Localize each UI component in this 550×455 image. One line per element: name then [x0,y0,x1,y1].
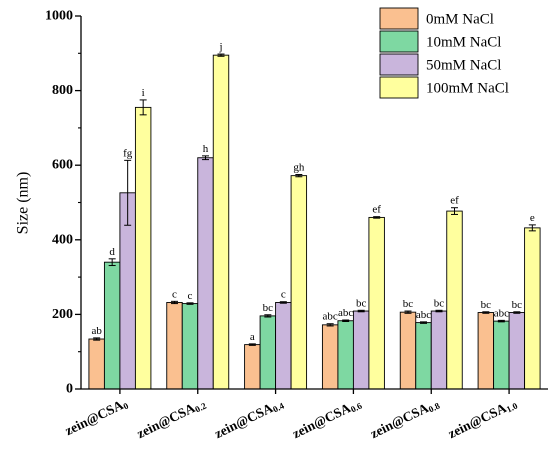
bar [321,324,339,390]
significance-label: abc [338,307,353,319]
error-bar [93,337,101,341]
error-bar [186,302,194,305]
legend-swatch [379,7,419,30]
bar [275,302,292,390]
y-tick-label: 600 [52,158,73,173]
error-bar [171,300,178,305]
significance-label: bc [434,297,445,309]
y-axis-title: Size (nm) [15,172,32,235]
bar [524,227,541,390]
error-bar [279,301,287,304]
significance-label: fg [123,147,133,159]
legend-label: 0mM NaCl [426,12,494,28]
significance-label: c [172,288,177,300]
legend: 0mM NaCl 10mM NaCl 50mM NaCl 100mM NaCl [379,7,509,99]
bar [259,315,277,390]
bar [290,175,308,390]
y-tick-label: 400 [52,232,73,247]
legend-swatch [379,76,419,99]
significance-label: ef [372,204,381,216]
x-tick-label: zein@CSA0.8 [368,395,442,443]
x-tick-label: zein@CSA0 [62,395,130,440]
legend-item: 50mM NaCl [379,53,501,76]
significance-label: e [530,212,535,224]
significance-label: bc [263,302,274,314]
x-tick-label: zein@CSA1.0 [445,395,519,443]
error-bar [404,310,412,314]
significance-label: c [188,290,193,302]
y-tick-label: 1000 [45,9,73,24]
error-bar [435,309,443,313]
error-bar [482,311,490,314]
y-tick-label: 0 [66,382,73,397]
error-bar [248,343,256,346]
error-bar [342,319,350,322]
bar [477,312,495,390]
legend-swatch [379,53,419,76]
legend-label: 10mM NaCl [426,35,501,51]
y-tick-label: 800 [52,83,73,98]
bar [430,310,448,390]
legend-label: 100mM NaCl [426,81,509,97]
significance-label: ab [91,325,102,337]
significance-label: bc [512,299,523,311]
significance-label: c [281,289,286,301]
legend-item: 100mM NaCl [379,76,509,99]
bar [368,216,385,390]
bar [508,312,526,390]
significance-label: abc [323,311,338,323]
legend-swatch [379,30,419,53]
bar [181,303,199,390]
error-bar [451,207,458,215]
significance-label: d [109,246,115,258]
legend-item: 0mM NaCl [379,7,494,30]
bar [134,106,152,390]
significance-label: ef [450,195,459,207]
error-bar [108,258,116,267]
x-tick-label: zein@CSA0.6 [290,395,364,443]
significance-label: abc [416,309,431,321]
bar [166,302,183,390]
bar [103,261,121,390]
bar [337,320,354,390]
error-bar [139,99,147,116]
bar [446,210,463,390]
significance-label: i [142,87,145,99]
error-bar [497,319,505,323]
significance-label: abc [494,307,509,319]
significance-label: bc [403,298,414,310]
bar [352,310,370,390]
bar [493,320,510,390]
y-tick-label: 200 [52,307,73,322]
error-bar [373,216,381,219]
bar [399,311,417,390]
x-tick-label: zein@CSA0.2 [134,395,208,443]
error-bar [528,224,536,232]
significance-label: j [218,41,222,53]
significance-label: bc [481,299,492,311]
error-bar [124,159,132,226]
significance-label: a [250,331,255,343]
error-bar [357,309,365,313]
x-tick-label: zein@CSA0.4 [212,395,286,443]
error-bar [202,155,209,161]
significance-label: gh [293,162,305,174]
bar [212,54,230,390]
error-bar [326,323,334,327]
significance-label: h [203,143,209,155]
bar [244,344,261,390]
bar [415,322,432,390]
error-bar [264,314,272,318]
error-bar [217,53,225,57]
bar [197,157,214,390]
bar [88,338,105,390]
error-bar [420,321,427,324]
error-bar [295,174,303,178]
legend-label: 50mM NaCl [426,58,501,74]
significance-label: bc [356,297,367,309]
error-bar [513,311,521,314]
legend-item: 10mM NaCl [379,30,501,53]
